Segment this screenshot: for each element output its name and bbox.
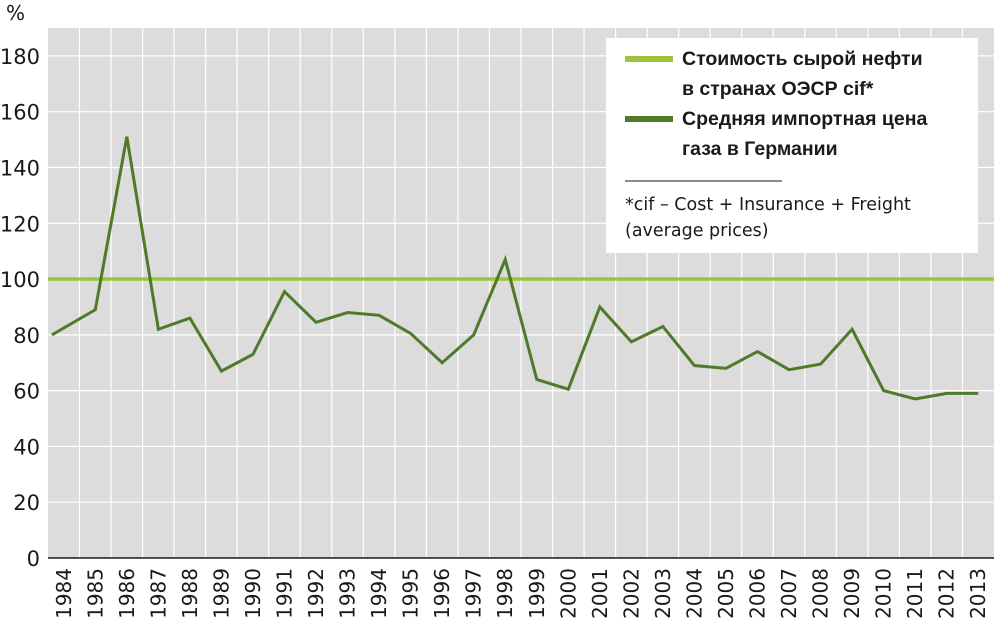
y-axis-ticks: 0 20 40 60 80 100 120 140 160 180 bbox=[0, 45, 40, 571]
legend-box bbox=[606, 38, 978, 253]
x-tick-label: 1996 bbox=[430, 568, 454, 619]
x-tick-label: 1992 bbox=[304, 568, 328, 619]
x-tick-label: 1989 bbox=[209, 568, 233, 619]
x-axis-ticks: 1984 1985 1986 1987 1988 1989 1990 1991 1992 1993… bbox=[52, 568, 990, 619]
y-tick-label: 180 bbox=[0, 45, 40, 69]
x-tick-label: 1999 bbox=[525, 568, 549, 619]
x-tick-label: 1998 bbox=[493, 568, 517, 619]
y-tick-label: 60 bbox=[13, 380, 40, 404]
x-tick-label: 2006 bbox=[746, 568, 770, 619]
series-layer bbox=[48, 136, 994, 401]
y-tick-label: 20 bbox=[13, 491, 40, 515]
legend-label: в странах ОЭСР cif* bbox=[682, 78, 874, 100]
x-tick-label: 2003 bbox=[651, 568, 675, 619]
y-unit-label: % bbox=[6, 1, 25, 25]
legend: Стоимость сырой нефти в странах ОЭСР cif*… bbox=[606, 38, 978, 253]
x-tick-label: 2007 bbox=[777, 568, 801, 619]
x-tick-label: 2010 bbox=[872, 568, 896, 619]
y-tick-label: 120 bbox=[0, 212, 40, 236]
x-tick-label: 2005 bbox=[714, 568, 738, 619]
x-tick-label: 1997 bbox=[462, 568, 486, 619]
footnote-text: (average prices) bbox=[625, 221, 769, 241]
x-tick-label: 2011 bbox=[903, 568, 927, 619]
x-tick-label: 1988 bbox=[178, 568, 202, 619]
x-tick-label: 1991 bbox=[273, 568, 297, 619]
x-tick-label: 2002 bbox=[619, 568, 643, 619]
vertical-gridlines bbox=[78, 28, 964, 558]
x-tick-label: 2009 bbox=[840, 568, 864, 619]
y-tick-label: 80 bbox=[13, 324, 40, 348]
y-tick-label: 100 bbox=[0, 268, 40, 292]
legend-label: Стоимость сырой нефти bbox=[682, 48, 923, 70]
x-tick-label: 1987 bbox=[146, 568, 170, 619]
x-tick-label: 1990 bbox=[241, 568, 265, 619]
footnote-text: *cif – Cost + Insurance + Freight bbox=[625, 195, 911, 215]
y-tick-label: 140 bbox=[0, 156, 40, 180]
x-tick-label: 2004 bbox=[682, 568, 706, 619]
series-line-gas-price bbox=[51, 136, 979, 401]
y-tick-label: 40 bbox=[13, 435, 40, 459]
x-tick-label: 1993 bbox=[336, 568, 360, 619]
x-tick-label: 1995 bbox=[399, 568, 423, 619]
x-tick-label: 2012 bbox=[935, 568, 959, 619]
x-tick-label: 1994 bbox=[367, 568, 391, 619]
x-tick-label: 2013 bbox=[966, 568, 990, 619]
legend-label: газа в Германии bbox=[682, 138, 838, 160]
x-tick-label: 1984 bbox=[52, 568, 76, 619]
x-tick-label: 2008 bbox=[809, 568, 833, 619]
x-tick-label: 2000 bbox=[556, 568, 580, 619]
y-tick-label: 160 bbox=[0, 101, 40, 125]
legend-label: Средняя импортная цена bbox=[682, 108, 928, 130]
x-tick-label: 1986 bbox=[115, 568, 139, 619]
y-tick-label: 0 bbox=[27, 547, 40, 571]
x-tick-label: 1985 bbox=[83, 568, 107, 619]
x-tick-label: 2001 bbox=[588, 568, 612, 619]
